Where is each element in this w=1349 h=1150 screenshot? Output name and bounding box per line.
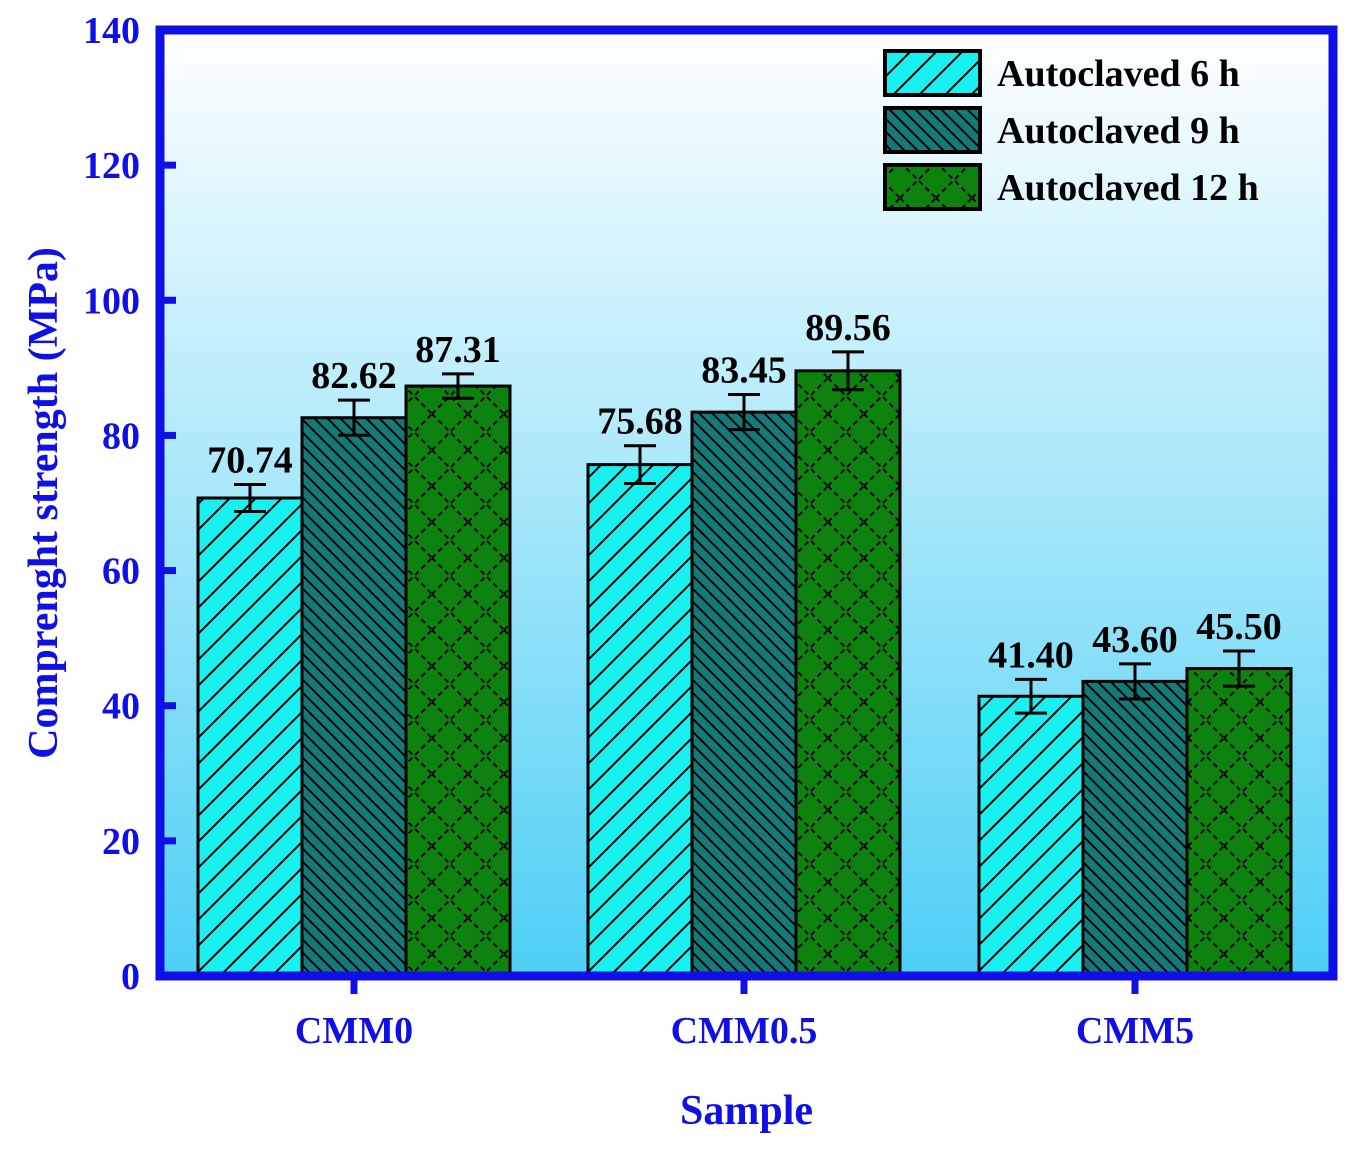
legend-label-12h: Autoclaved 12 h xyxy=(997,167,1259,209)
legend-item: Autoclaved 9 h xyxy=(883,106,1240,154)
y-axis-title: Comprenght strength (MPa) xyxy=(21,247,67,759)
error-bar xyxy=(234,482,266,514)
x-tick-label: CMM5 xyxy=(1076,1010,1194,1052)
bar-cmm5-series-1 xyxy=(1081,679,1189,978)
data-label: 70.74 xyxy=(207,439,293,481)
bar-cmm0-5-series-2 xyxy=(794,369,902,978)
bar-cmm0-5-series-0 xyxy=(586,463,694,978)
error-bar xyxy=(338,398,370,437)
error-bar xyxy=(1015,677,1047,715)
data-label: 41.40 xyxy=(988,634,1074,676)
data-label: 87.31 xyxy=(415,329,501,371)
bar-cmm0-5-series-1 xyxy=(690,410,798,978)
plot-frame xyxy=(155,25,1338,981)
bar-cmm0-series-1 xyxy=(300,416,408,978)
y-tick-label: 40 xyxy=(102,686,140,728)
axis-ticks-layer: CMM0 CMM0.5 CMM5 0 20 40 60 80 100 120 140 xyxy=(83,10,1194,1052)
y-tick-label: 20 xyxy=(102,821,140,863)
bar-cmm0-series-0 xyxy=(196,496,304,978)
bar-cmm0-series-2 xyxy=(404,384,512,978)
bars-layer xyxy=(196,369,1293,978)
y-tick-label: 80 xyxy=(102,415,140,457)
error-bar xyxy=(624,444,656,486)
y-tick-label: 60 xyxy=(102,551,140,593)
legend-item: Autoclaved 12 h xyxy=(883,163,1259,211)
error-bar xyxy=(1119,662,1151,701)
error-bar xyxy=(728,393,760,432)
bar-cmm5-series-2 xyxy=(1185,667,1293,978)
y-tick-label: 0 xyxy=(121,956,140,998)
error-bars-layer xyxy=(234,350,1255,715)
legend: Autoclaved 6 h Autoclaved 9 h Autoclaved… xyxy=(883,49,1259,211)
data-label: 75.68 xyxy=(597,401,683,443)
data-labels-layer: 70.74 82.62 87.31 75.68 83.45 89.56 41.40 43.60… xyxy=(207,307,1282,676)
legend-swatch-12h xyxy=(883,163,982,211)
data-label: 43.60 xyxy=(1092,619,1178,661)
legend-label-6h: Autoclaved 6 h xyxy=(997,53,1240,95)
data-label: 82.62 xyxy=(311,355,397,397)
legend-item: Autoclaved 6 h xyxy=(883,49,1240,97)
x-axis-title: Sample xyxy=(680,1088,813,1134)
error-bar xyxy=(442,372,474,400)
data-label: 89.56 xyxy=(805,307,891,349)
error-bar xyxy=(1223,649,1255,688)
legend-swatch-6h xyxy=(883,49,982,97)
legend-swatch-9h xyxy=(883,106,982,154)
y-tick-label: 120 xyxy=(83,145,140,187)
y-tick-label: 100 xyxy=(83,280,140,322)
x-tick-label: CMM0 xyxy=(295,1010,413,1052)
error-bar xyxy=(832,350,864,392)
data-label: 45.50 xyxy=(1196,606,1282,648)
bar-cmm5-series-0 xyxy=(977,694,1085,978)
y-tick-label: 140 xyxy=(83,10,140,52)
x-tick-label: CMM0.5 xyxy=(671,1010,818,1052)
legend-label-9h: Autoclaved 9 h xyxy=(997,110,1240,152)
data-label: 83.45 xyxy=(701,350,787,392)
